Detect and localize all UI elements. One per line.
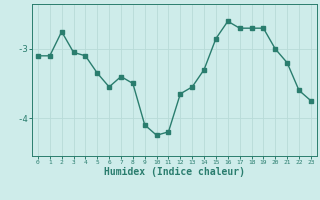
- X-axis label: Humidex (Indice chaleur): Humidex (Indice chaleur): [104, 167, 245, 177]
